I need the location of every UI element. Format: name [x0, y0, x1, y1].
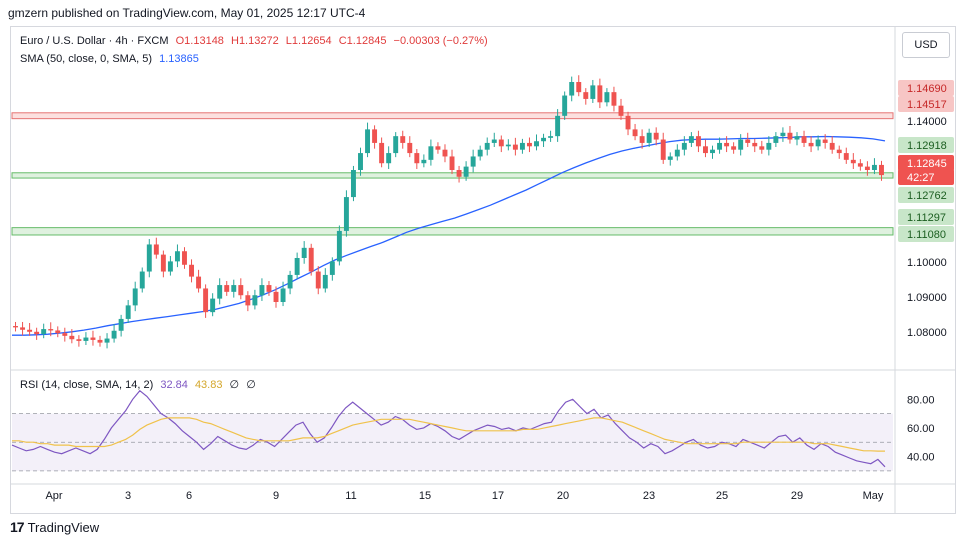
rsi-extra-2: ∅ [246, 379, 256, 391]
rsi-label: RSI (14, close, SMA, 14, 2) [20, 379, 154, 391]
rsi-legend[interactable]: RSI (14, close, SMA, 14, 2) 32.84 43.83 … [20, 378, 260, 391]
price-legend: Euro / U.S. Dollar · 4h · FXCM O1.13148 … [20, 35, 492, 47]
rsi-extra-1: ∅ [229, 379, 240, 391]
chart-frame [10, 26, 956, 514]
open-value: O1.13148 [175, 35, 224, 47]
rsi-value: 32.84 [160, 379, 188, 391]
high-value: H1.13272 [231, 35, 279, 47]
tradingview-brand[interactable]: 17 TradingView [10, 519, 99, 535]
tradingview-logo-icon: 17 [10, 519, 25, 535]
currency-selector[interactable]: USD [902, 32, 950, 58]
sma-legend[interactable]: SMA (50, close, 0, SMA, 5) 1.13865 [20, 53, 203, 65]
change-value: −0.00303 (−0.27%) [393, 35, 488, 47]
sma-label: SMA (50, close, 0, SMA, 5) [20, 53, 153, 65]
sma-value: 1.13865 [159, 53, 199, 65]
brand-label: TradingView [27, 519, 100, 535]
low-value: L1.12654 [285, 35, 332, 47]
publisher-header: gmzern published on TradingView.com, May… [8, 6, 366, 20]
rsi-ma-value: 43.83 [194, 379, 223, 391]
currency-label: USD [914, 39, 938, 51]
symbol-label[interactable]: Euro / U.S. Dollar · 4h · FXCM [20, 35, 169, 47]
close-value: C1.12845 [338, 35, 387, 47]
